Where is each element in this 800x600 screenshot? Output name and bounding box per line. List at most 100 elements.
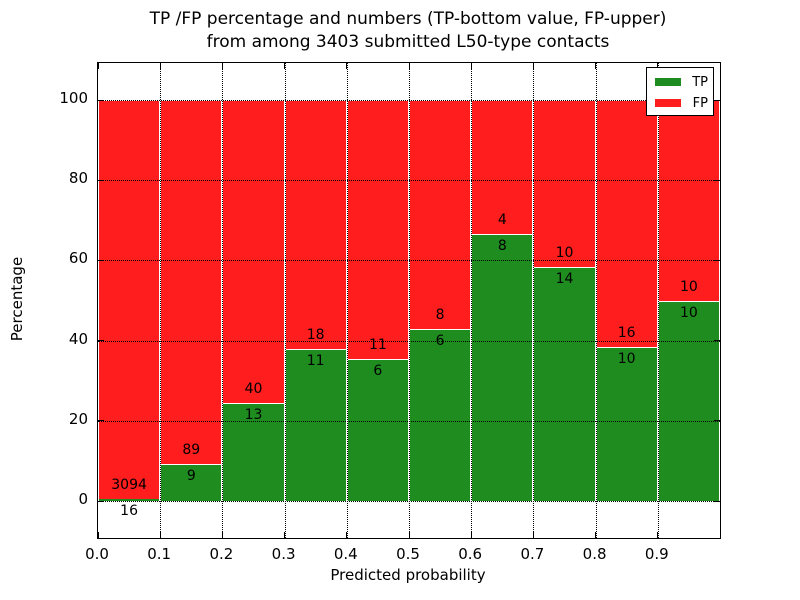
y-tick-mark-right [714,500,720,502]
x-tick-label: 0.8 [582,545,607,563]
bar-segment-tp [284,348,347,501]
x-tick-mark-bottom [657,532,659,538]
y-tick-label: 80 [68,169,88,188]
bar-segment-fp [284,100,347,349]
tp-count-label: 6 [435,333,445,350]
bar-segment-fp [409,100,472,330]
y-tick-label: 40 [68,329,88,348]
tp-color-swatch [655,78,681,86]
x-tick-label: 0.4 [333,545,358,563]
legend-item-tp: TP [647,72,713,92]
x-tick-mark-top [159,63,161,69]
bar-segment-tp [595,346,658,501]
x-tick-mark-bottom [470,532,472,538]
v-gridline [346,63,348,538]
x-tick-label: 0.3 [271,545,296,563]
bar-segment-tp [657,300,720,501]
y-tick-mark-left [98,420,104,422]
v-gridline [533,63,535,538]
fp-color-swatch [655,99,681,107]
legend-item-fp: FP [647,93,713,113]
tp-count-label: 11 [306,352,325,369]
tp-count-label: 10 [617,350,636,367]
x-tick-mark-bottom [97,532,99,538]
x-tick-label: 0.1 [147,545,172,563]
y-tick-label: 100 [59,89,88,107]
legend-box: TP FP [646,67,714,116]
fp-count-label: 8 [435,307,445,324]
x-tick-mark-bottom [284,532,286,538]
fp-count-label: 40 [244,380,263,397]
y-axis-label: Percentage [8,256,26,342]
v-gridline [409,63,410,538]
tp-count-label: 13 [244,406,263,423]
fp-count-label: 10 [679,278,698,295]
bar-segment-fp [222,100,285,403]
bar-segment-fp [533,100,596,268]
x-tick-mark-top [532,63,534,69]
y-tick-mark-left [98,179,104,181]
fp-count-label: 10 [555,245,574,262]
fp-count-label: 4 [497,211,507,228]
tp-count-label: 10 [679,304,698,321]
x-tick-mark-top [97,63,99,69]
fp-count-label: 89 [182,442,201,459]
v-gridline [657,63,659,538]
x-tick-mark-top [284,63,286,69]
tp-count-label: 14 [555,271,574,288]
chart-title-line2: from among 3403 submitted L50-type conta… [206,32,610,52]
v-gridline [471,63,473,538]
fp-count-label: 11 [368,337,387,354]
bar-segment-tp [533,267,596,501]
x-tick-mark-bottom [595,532,597,538]
x-tick-label: 0.0 [85,545,109,563]
y-tick-mark-right [714,259,720,261]
bar-segment-tp [98,498,161,501]
y-tick-label: 0 [78,490,88,508]
y-tick-mark-right [714,340,720,342]
y-tick-label: 20 [68,409,88,428]
v-gridline [595,63,597,538]
tp-count-label: 8 [497,237,507,254]
y-tick-mark-right [714,179,720,181]
x-tick-label: 0.6 [458,545,483,563]
x-tick-mark-top [346,63,348,69]
tp-count-label: 6 [373,363,383,380]
x-tick-mark-bottom [159,532,161,538]
x-tick-label: 0.2 [209,545,234,563]
chart-title-line1: TP /FP percentage and numbers (TP-bottom… [149,9,667,29]
v-gridline [284,63,286,538]
x-tick-mark-top [657,63,659,69]
x-tick-label: 0.7 [520,545,545,563]
bar-segment-tp [346,359,409,501]
x-tick-mark-bottom [408,532,410,538]
y-tick-mark-left [98,259,104,261]
y-tick-mark-left [98,99,104,101]
legend-label-tp: TP [692,75,708,90]
bar-segment-fp [657,100,720,301]
x-tick-mark-bottom [346,532,348,538]
bar-segment-fp [98,100,161,499]
bar-segment-fp [346,100,409,360]
fp-count-label: 18 [306,326,325,343]
x-axis-label: Predicted probability [330,566,486,584]
y-tick-mark-left [98,340,104,342]
v-gridline [160,63,162,538]
v-gridline [222,63,224,538]
fp-count-label: 3094 [111,476,147,493]
x-tick-label: 0.5 [396,545,420,563]
x-tick-mark-top [408,63,410,69]
bar-segment-tp [222,402,285,501]
x-tick-label: 0.9 [644,545,669,563]
x-tick-mark-bottom [532,532,534,538]
legend-label-fp: FP [692,96,708,111]
plot-area: TP FP 3094 16 89 9 40 13 18 11 11 6 8 6 4 8 10 14 16 10 10… [97,62,721,539]
x-tick-mark-top [470,63,472,69]
fp-count-label: 16 [617,324,636,341]
x-tick-mark-top [595,63,597,69]
x-tick-mark-top [221,63,223,69]
bar-segment-fp [595,100,658,347]
y-tick-mark-right [714,420,720,422]
x-tick-mark-bottom [221,532,223,538]
